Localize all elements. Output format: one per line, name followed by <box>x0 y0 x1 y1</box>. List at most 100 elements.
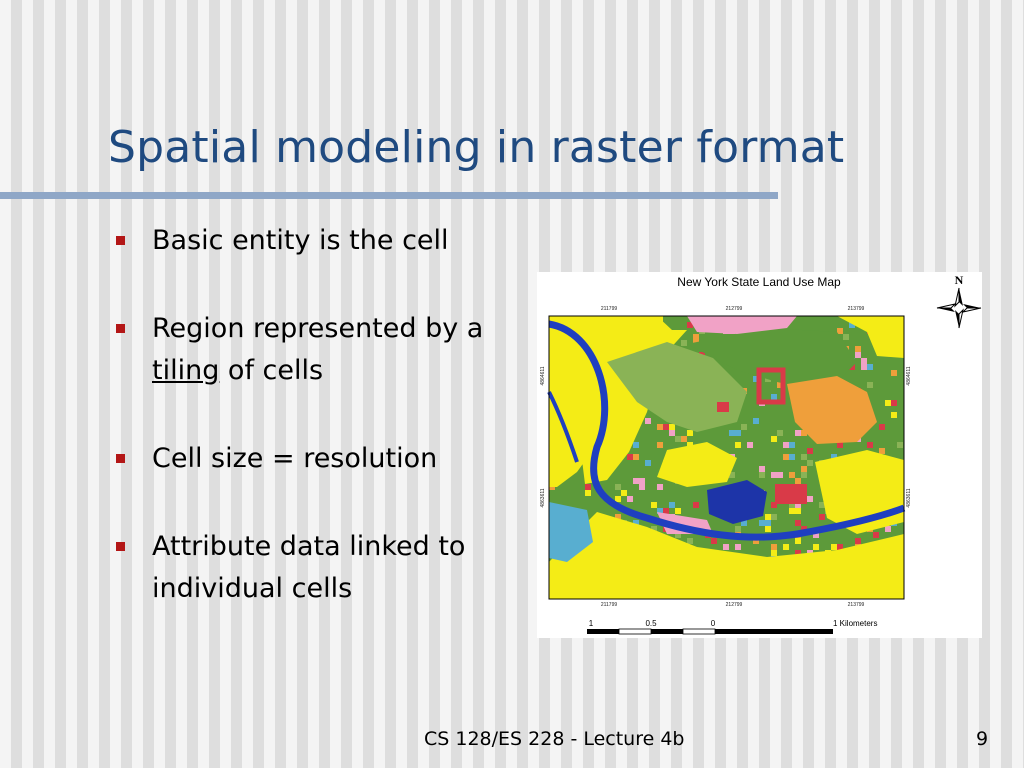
bullet-item: Attribute data linked to individual cell… <box>112 526 522 610</box>
raster-region-agriculture <box>549 512 904 599</box>
raster-cell <box>651 526 657 532</box>
raster-cell <box>639 478 645 484</box>
raster-cell <box>795 478 801 484</box>
raster-cell <box>843 334 849 340</box>
raster-region-forest <box>687 328 857 392</box>
raster-cell <box>795 502 801 508</box>
raster-cell <box>759 472 765 478</box>
raster-cell <box>639 484 645 490</box>
raster-cell <box>687 430 693 436</box>
raster-cell <box>837 544 843 550</box>
raster-cell <box>693 334 699 340</box>
raster-lake <box>707 480 767 524</box>
raster-cell <box>783 544 789 550</box>
raster-cell <box>675 436 681 442</box>
raster-cell <box>765 514 771 520</box>
north-arrow-icon: N <box>936 273 982 329</box>
raster-cell <box>687 538 693 544</box>
raster-cell <box>783 442 789 448</box>
raster-cell <box>627 454 633 460</box>
raster-cell <box>747 442 753 448</box>
land-use-map: New York State Land Use Map N 211799 212… <box>537 272 982 638</box>
raster-region-grassland <box>607 342 747 432</box>
raster-cell <box>867 442 873 448</box>
bullet-list: Basic entity is the cell Region represen… <box>112 220 522 656</box>
raster-cell <box>771 502 777 508</box>
bullet-marker-icon <box>116 542 125 551</box>
raster-cell <box>621 490 627 496</box>
raster-cell <box>855 346 861 352</box>
raster-cell <box>759 466 765 472</box>
bullet-marker-icon <box>116 236 125 245</box>
raster-cell <box>633 478 639 484</box>
raster-cell <box>801 466 807 472</box>
raster-cell <box>765 526 771 532</box>
raster-stream <box>547 391 579 463</box>
raster-cell <box>813 532 819 538</box>
bullet-item: Region represented by a tiling of cells <box>112 308 522 392</box>
raster-cell <box>735 430 741 436</box>
map-title: New York State Land Use Map <box>677 275 841 289</box>
raster-cell <box>675 532 681 538</box>
raster-cell <box>735 544 741 550</box>
raster-cell <box>855 538 861 544</box>
raster-cell <box>807 460 813 466</box>
scale-label: 1 <box>589 619 594 628</box>
raster-cell <box>837 442 843 448</box>
raster-cell <box>795 520 801 526</box>
raster-cell <box>885 400 891 406</box>
raster-cell <box>669 430 675 436</box>
raster-cell <box>771 514 777 520</box>
raster-cell <box>879 448 885 454</box>
raster-cell <box>615 484 621 490</box>
raster-cell <box>807 448 813 454</box>
raster-cell <box>771 550 777 556</box>
raster-cell <box>759 520 765 526</box>
map-tick-bottom: 213799 <box>848 602 865 608</box>
raster-cell <box>777 382 783 388</box>
title-divider <box>0 192 778 199</box>
bullet-text: Attribute data linked to individual cell… <box>152 531 466 604</box>
raster-cell <box>681 340 687 346</box>
raster-cell <box>771 544 777 550</box>
raster-cell <box>813 544 819 550</box>
slide-footer: CS 128/ES 228 - Lecture 4b <box>424 728 685 750</box>
bullet-text: Cell size = resolution <box>152 443 438 474</box>
raster-map <box>547 315 906 600</box>
raster-cell <box>651 502 657 508</box>
raster-urban-block <box>775 484 807 504</box>
raster-cell <box>891 370 897 376</box>
raster-cell <box>753 376 759 382</box>
raster-cell <box>855 352 861 358</box>
map-tick-left: 4864611 <box>540 366 546 385</box>
raster-cell <box>615 496 621 502</box>
raster-cell <box>675 508 681 514</box>
raster-cell <box>801 472 807 478</box>
raster-cell <box>657 424 663 430</box>
raster-cell <box>657 484 663 490</box>
raster-cell <box>861 358 867 364</box>
bullet-marker-icon <box>116 324 125 333</box>
bullet-text: Region represented by a <box>152 313 484 344</box>
raster-cell <box>789 454 795 460</box>
land-use-map-figure: New York State Land Use Map N 211799 212… <box>537 272 982 638</box>
raster-cell <box>801 430 807 436</box>
raster-cell <box>771 472 777 478</box>
raster-urban-block <box>717 402 729 412</box>
map-tick-left: 4863611 <box>540 488 546 507</box>
raster-frame <box>548 315 905 600</box>
raster-cell <box>777 472 783 478</box>
map-tick-top: 211799 <box>601 306 618 312</box>
raster-cell <box>669 424 675 430</box>
raster-cell <box>801 454 807 460</box>
slide-title: Spatial modeling in raster format <box>108 122 845 173</box>
bullet-text: of cells <box>219 355 324 386</box>
raster-cell <box>777 430 783 436</box>
raster-cell <box>735 442 741 448</box>
raster-cell <box>729 472 735 478</box>
raster-cell <box>891 400 897 406</box>
raster-region-agriculture <box>837 316 904 358</box>
map-tick-bottom: 211799 <box>601 602 618 608</box>
raster-cell <box>873 532 879 538</box>
raster-cell <box>771 394 777 400</box>
